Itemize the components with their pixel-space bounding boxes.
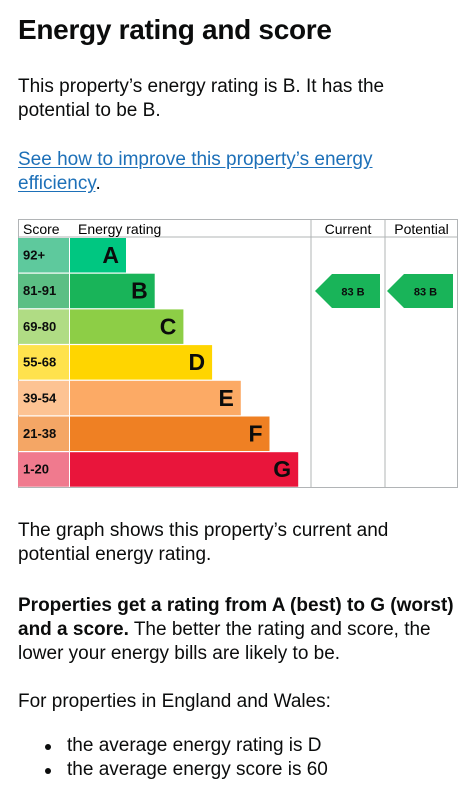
averages-list: the average energy rating is D the avera…: [18, 734, 328, 782]
link-suffix: .: [95, 173, 101, 194]
band-bar-e: [70, 380, 241, 416]
score-cell-d: [18, 345, 69, 380]
band-bar-c: [70, 309, 184, 344]
score-cell-c: [18, 309, 69, 344]
average-score-item: the average energy score is 60: [18, 758, 328, 782]
band-letter-e: E: [218, 385, 233, 411]
score-cell-e: [18, 380, 69, 416]
band-letter-a: A: [102, 242, 119, 268]
page-title: Energy rating and score: [18, 14, 332, 45]
score-label-g: 1-20: [23, 462, 49, 477]
score-column-header: Score: [23, 221, 60, 237]
potential-column-header: Potential: [394, 221, 448, 237]
score-label-e: 39-54: [23, 390, 57, 405]
band-letter-f: F: [248, 421, 262, 447]
rating-bands: 92+ A 81-91 B 69-80 C 55-68 D 39-54 E 21-38 F 1-20 G: [18, 238, 299, 487]
energy-rating-graph: Score Energy rating Current Potential 92…: [18, 219, 458, 489]
score-label-b: 81-91: [23, 283, 56, 298]
potential-rating-label: 83 B: [414, 286, 437, 298]
band-letter-b: B: [131, 278, 148, 304]
band-bar-b: [70, 273, 155, 309]
score-cell-f: [18, 416, 69, 451]
improve-energy-link[interactable]: See how to improve this property’s energ…: [18, 149, 373, 194]
current-rating-arrow: [315, 273, 380, 308]
score-label-a: 92+: [23, 248, 45, 263]
score-cell-a: [18, 238, 69, 273]
average-rating-item: the average energy rating is D: [18, 734, 328, 758]
band-letter-c: C: [160, 313, 177, 339]
band-bar-g: [70, 452, 299, 487]
rating-markers: 83 B 83 B: [315, 273, 453, 308]
potential-rating-arrow: [387, 273, 453, 308]
score-cell-g: [18, 452, 69, 487]
score-label-d: 55-68: [23, 355, 56, 370]
band-bar-f: [70, 416, 270, 451]
rating-explanation-bold: Properties get a rating from A (best) to…: [18, 595, 454, 640]
improve-paragraph: See how to improve this property’s energ…: [18, 148, 438, 196]
rating-explanation: Properties get a rating from A (best) to…: [18, 594, 458, 666]
band-bar-a: [70, 238, 126, 273]
band-letter-g: G: [273, 456, 291, 482]
score-label-f: 21-38: [23, 426, 56, 441]
current-rating-label: 83 B: [341, 286, 364, 298]
score-label-c: 69-80: [23, 319, 56, 334]
score-cell-b: [18, 273, 69, 309]
band-bar-d: [70, 345, 213, 380]
rating-explanation-rest: The better the rating and score, the low…: [18, 619, 431, 664]
england-wales-intro: For properties in England and Wales:: [18, 691, 331, 712]
current-column-header: Current: [325, 221, 372, 237]
graph-description: The graph shows this property’s current …: [18, 520, 389, 565]
epc-chart-svg: Score Energy rating Current Potential 92…: [18, 219, 458, 488]
rating-column-header: Energy rating: [78, 221, 161, 237]
rating-intro: This property’s energy rating is B. It h…: [18, 76, 385, 121]
band-letter-d: D: [188, 349, 205, 375]
